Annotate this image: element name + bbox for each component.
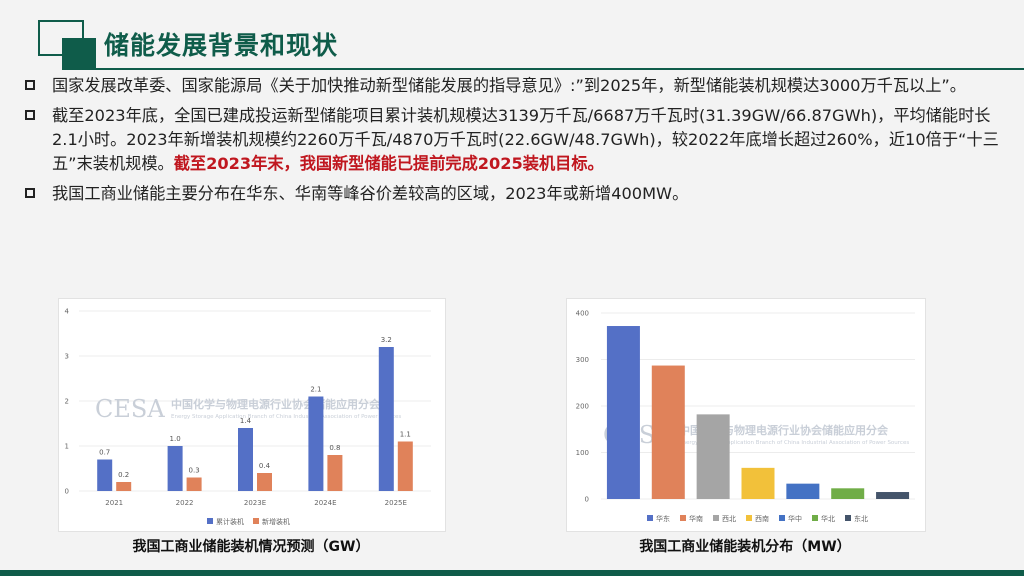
- bar-华东: [606, 326, 640, 499]
- slide-title: 储能发展背景和现状: [104, 31, 339, 60]
- bar-累计装机: [97, 459, 113, 491]
- bar-新增装机: [397, 441, 413, 491]
- bar-西南: [741, 467, 775, 499]
- bullet-text: 我国工商业储能主要分布在华东、华南等峰谷价差较高的区域，2023年或新增400M…: [52, 184, 689, 203]
- data-label: 0.2: [118, 471, 129, 479]
- square-bullet-icon: [25, 110, 35, 120]
- legend-swatch: [779, 515, 785, 521]
- chart-caption-forecast: 我国工商业储能装机情况预测（GW）: [132, 539, 370, 555]
- legend-label: 东北: [854, 514, 868, 523]
- bar-新增装机: [327, 455, 343, 491]
- bar-华北: [831, 488, 865, 499]
- legend-swatch: [812, 515, 818, 521]
- watermark-en-text: Energy Storage Application Branch of Chi…: [679, 440, 909, 446]
- bar-新增装机: [257, 473, 272, 491]
- chart-caption-distribution: 我国工商业储能装机分布（MW）: [639, 539, 851, 555]
- bar-累计装机: [238, 428, 253, 491]
- forecast-bar-chart: 0 1 2 3 4 CESA 中国化学与物理电源行业协会储能应用分会 Energy Stora…: [65, 308, 431, 526]
- legend-label: 新增装机: [262, 517, 290, 526]
- square-bullet-icon: [25, 188, 35, 198]
- legend-label: 华东: [656, 514, 670, 523]
- square-bullet-icon: [25, 80, 35, 90]
- y-tick-label: 4: [65, 308, 70, 316]
- legend-label: 西南: [755, 514, 769, 523]
- bar-累计装机: [378, 347, 394, 491]
- data-label: 0.7: [99, 449, 110, 457]
- y-tick-label: 0: [65, 488, 69, 496]
- bar-累计装机: [167, 446, 183, 491]
- y-tick-label: 3: [65, 353, 69, 361]
- legend-label: 累计装机: [216, 517, 244, 526]
- legend-swatch: [680, 515, 686, 521]
- bar-东北: [876, 492, 910, 499]
- x-tick-label: 2022: [176, 499, 194, 507]
- bar-华中: [786, 483, 820, 499]
- bottom-bar: [0, 570, 1024, 576]
- data-label: 0.8: [329, 444, 340, 452]
- watermark-logo: CESA: [95, 395, 165, 423]
- bullet-item: 我国工商业储能主要分布在华东、华南等峰谷价差较高的区域，2023年或新增400M…: [22, 182, 1010, 206]
- y-tick-label: 300: [576, 356, 589, 364]
- legend-swatch: [647, 515, 653, 521]
- x-tick-label: 2021: [105, 499, 123, 507]
- bullet-text: 国家发展改革委、国家能源局《关于加快推动新型储能发展的指导意见》:”到2025年…: [52, 76, 966, 95]
- chart-panel-forecast: 0 1 2 3 4 CESA 中国化学与物理电源行业协会储能应用分会 Energy Stora…: [58, 298, 446, 532]
- legend-swatch: [845, 515, 851, 521]
- chart-panel-distribution: 0100200300400CESA中国化学与物理电源行业协会储能应用分会Ener…: [566, 298, 926, 532]
- y-tick-label: 1: [65, 443, 69, 451]
- data-label: 1.1: [400, 431, 411, 439]
- data-label: 0.4: [259, 462, 271, 470]
- y-tick-label: 100: [576, 449, 589, 457]
- legend-label: 华中: [788, 514, 802, 523]
- legend-label: 华南: [689, 514, 703, 523]
- y-tick-label: 0: [585, 496, 589, 504]
- legend-label: 华北: [821, 514, 835, 523]
- bar-新增装机: [186, 477, 202, 491]
- bullet-text: 截至2023年底，全国已建成投运新型储能项目累计装机规模达3139万千瓦/668…: [52, 106, 999, 173]
- data-label: 1.4: [240, 417, 252, 425]
- legend-swatch: [746, 515, 752, 521]
- legend-swatch: [207, 518, 213, 524]
- watermark-cn-text: 中国化学与物理电源行业协会储能应用分会: [679, 423, 889, 437]
- data-label: 0.3: [189, 467, 200, 475]
- bullet-highlight: 截至2023年末，我国新型储能已提前完成2025装机目标。: [173, 154, 604, 173]
- y-tick-label: 400: [576, 310, 589, 318]
- bar-华南: [651, 365, 685, 499]
- legend-label: 西北: [722, 515, 736, 523]
- bullet-item: 截至2023年底，全国已建成投运新型储能项目累计装机规模达3139万千瓦/668…: [22, 104, 1010, 176]
- watermark-en-text: Energy Storage Application Branch of Chi…: [171, 414, 401, 420]
- data-label: 1.0: [170, 435, 181, 443]
- bar-新增装机: [116, 482, 132, 491]
- distribution-bar-chart: 0100200300400CESA中国化学与物理电源行业协会储能应用分会Ener…: [576, 310, 915, 523]
- title-decoration-block: [62, 38, 96, 70]
- data-label: 2.1: [310, 386, 321, 394]
- y-tick-label: 200: [576, 403, 589, 411]
- bar-西北: [696, 414, 730, 499]
- x-tick-label: 2025E: [385, 499, 407, 507]
- bullet-list: 国家发展改革委、国家能源局《关于加快推动新型储能发展的指导意见》:”到2025年…: [22, 74, 1010, 212]
- data-label: 3.2: [381, 336, 392, 344]
- legend-swatch: [253, 518, 259, 524]
- bar-累计装机: [308, 396, 324, 491]
- bullet-item: 国家发展改革委、国家能源局《关于加快推动新型储能发展的指导意见》:”到2025年…: [22, 74, 1010, 98]
- x-tick-label: 2023E: [244, 499, 266, 507]
- legend-swatch: [713, 515, 719, 521]
- y-tick-label: 2: [65, 398, 69, 406]
- watermark-cn-text: 中国化学与物理电源行业协会储能应用分会: [171, 397, 381, 411]
- title-rule: [88, 68, 1024, 70]
- x-tick-label: 2024E: [314, 499, 336, 507]
